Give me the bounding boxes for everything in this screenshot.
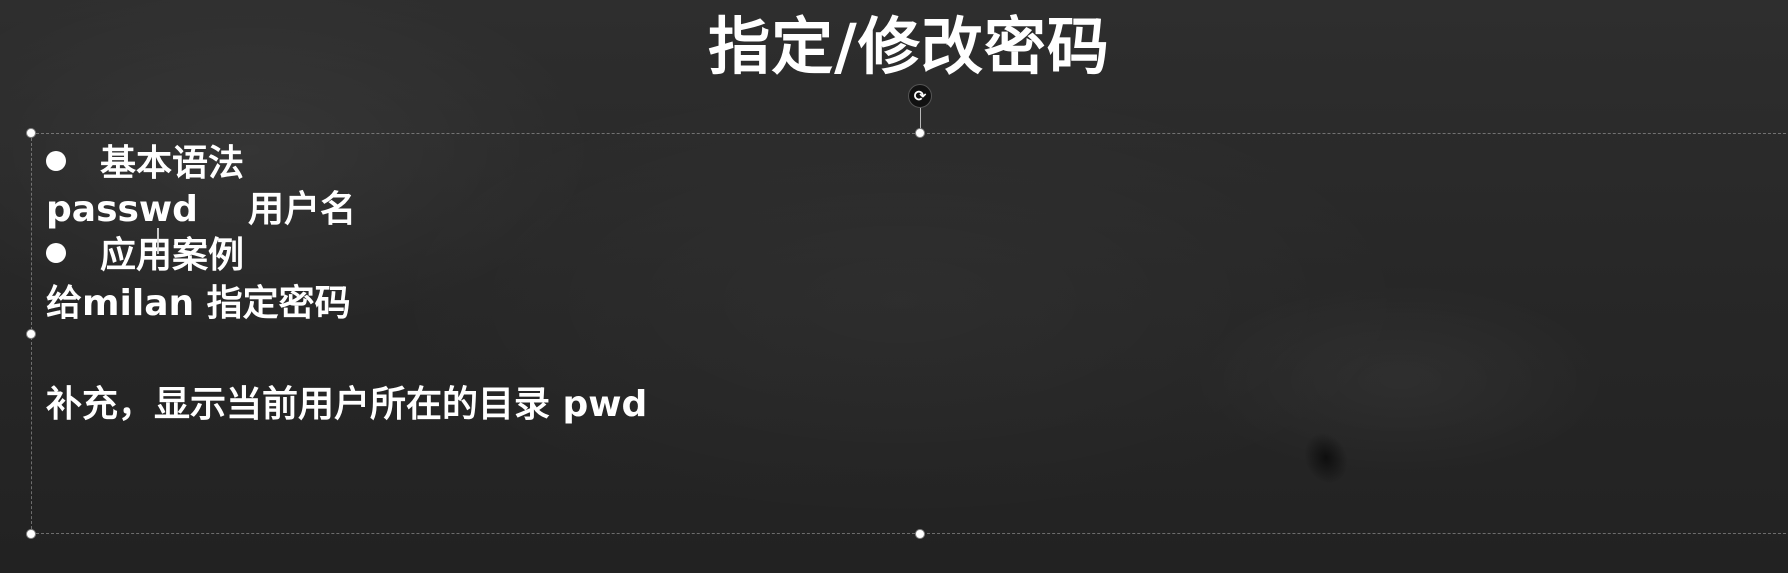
- resize-handle-middle-left[interactable]: [26, 329, 36, 339]
- example-line: 给milan 指定密码: [46, 283, 351, 324]
- supplement-line: 补充，显示当前用户所在的目录 pwd: [46, 384, 648, 425]
- resize-handle-top-left[interactable]: [26, 128, 36, 138]
- syntax-line: passwd 用户名: [46, 187, 356, 233]
- rotate-handle-stem: [920, 105, 921, 129]
- bullet-label: 应用案例: [100, 235, 245, 276]
- slide-title[interactable]: 指定/修改密码: [708, 10, 1110, 83]
- bullet-label: 基本语法: [100, 143, 245, 184]
- resize-handle-top-middle[interactable]: [915, 128, 925, 138]
- command-text: passwd: [46, 189, 198, 230]
- rotate-icon[interactable]: ⟳: [908, 84, 932, 108]
- bullet-icon: [46, 243, 66, 263]
- bullet-icon: [46, 151, 66, 171]
- text-cursor: [157, 228, 159, 254]
- bullet-item-syntax: 基本语法: [46, 141, 244, 187]
- bullet-item-example: 应用案例: [46, 233, 244, 279]
- argument-text: 用户名: [247, 189, 356, 230]
- resize-handle-bottom-middle[interactable]: [915, 529, 925, 539]
- resize-handle-bottom-left[interactable]: [26, 529, 36, 539]
